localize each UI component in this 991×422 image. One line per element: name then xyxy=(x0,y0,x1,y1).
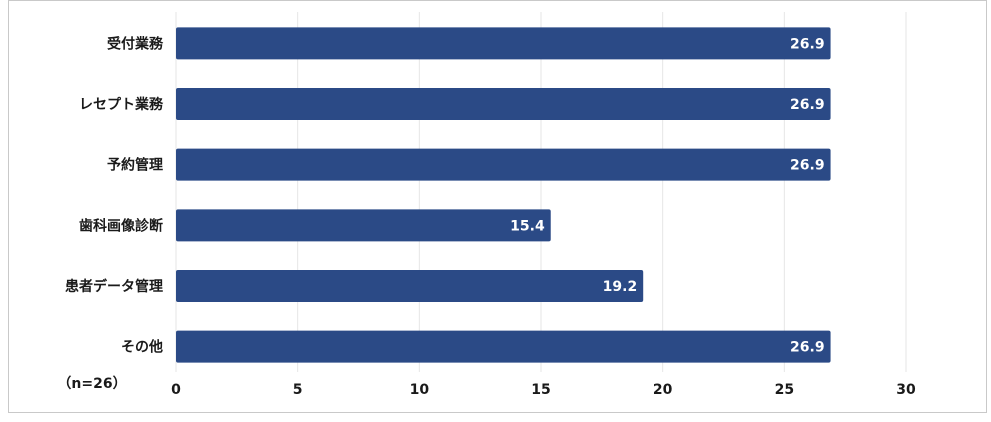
category-label: その他 xyxy=(121,339,163,356)
x-tick-label: 30 xyxy=(896,382,916,398)
x-axis-ticks: 0 5 10 15 20 25 30 xyxy=(171,382,916,398)
bar xyxy=(176,27,831,60)
bar xyxy=(176,330,831,363)
sample-size-note: （n=26） xyxy=(57,376,126,392)
bars: 26.9 26.9 26.9 15.4 19.2 26.9 xyxy=(176,27,831,363)
bar-value-label: 26.9 xyxy=(790,158,825,174)
category-label: 歯科画像診断 xyxy=(79,217,163,234)
x-tick-label: 5 xyxy=(293,382,303,398)
x-tick-label: 20 xyxy=(653,382,673,398)
category-label: 予約管理 xyxy=(107,157,163,174)
bar xyxy=(176,148,831,181)
bar-value-label: 26.9 xyxy=(790,36,825,52)
bar-value-label: 26.9 xyxy=(790,340,825,356)
x-tick-label: 0 xyxy=(171,382,181,398)
bar xyxy=(176,88,831,120)
category-label: 受付業務 xyxy=(107,35,164,52)
category-label: 患者データ管理 xyxy=(65,278,163,295)
bar-value-label: 19.2 xyxy=(603,279,638,295)
gridlines xyxy=(175,12,907,372)
bar xyxy=(176,209,551,242)
bar xyxy=(176,270,644,302)
x-tick-label: 25 xyxy=(775,382,794,398)
x-tick-label: 10 xyxy=(410,382,430,398)
category-label: レセプト業務 xyxy=(79,96,164,113)
x-tick-label: 15 xyxy=(531,382,550,398)
bar-value-label: 15.4 xyxy=(510,218,545,234)
bar-value-label: 26.9 xyxy=(790,97,825,113)
